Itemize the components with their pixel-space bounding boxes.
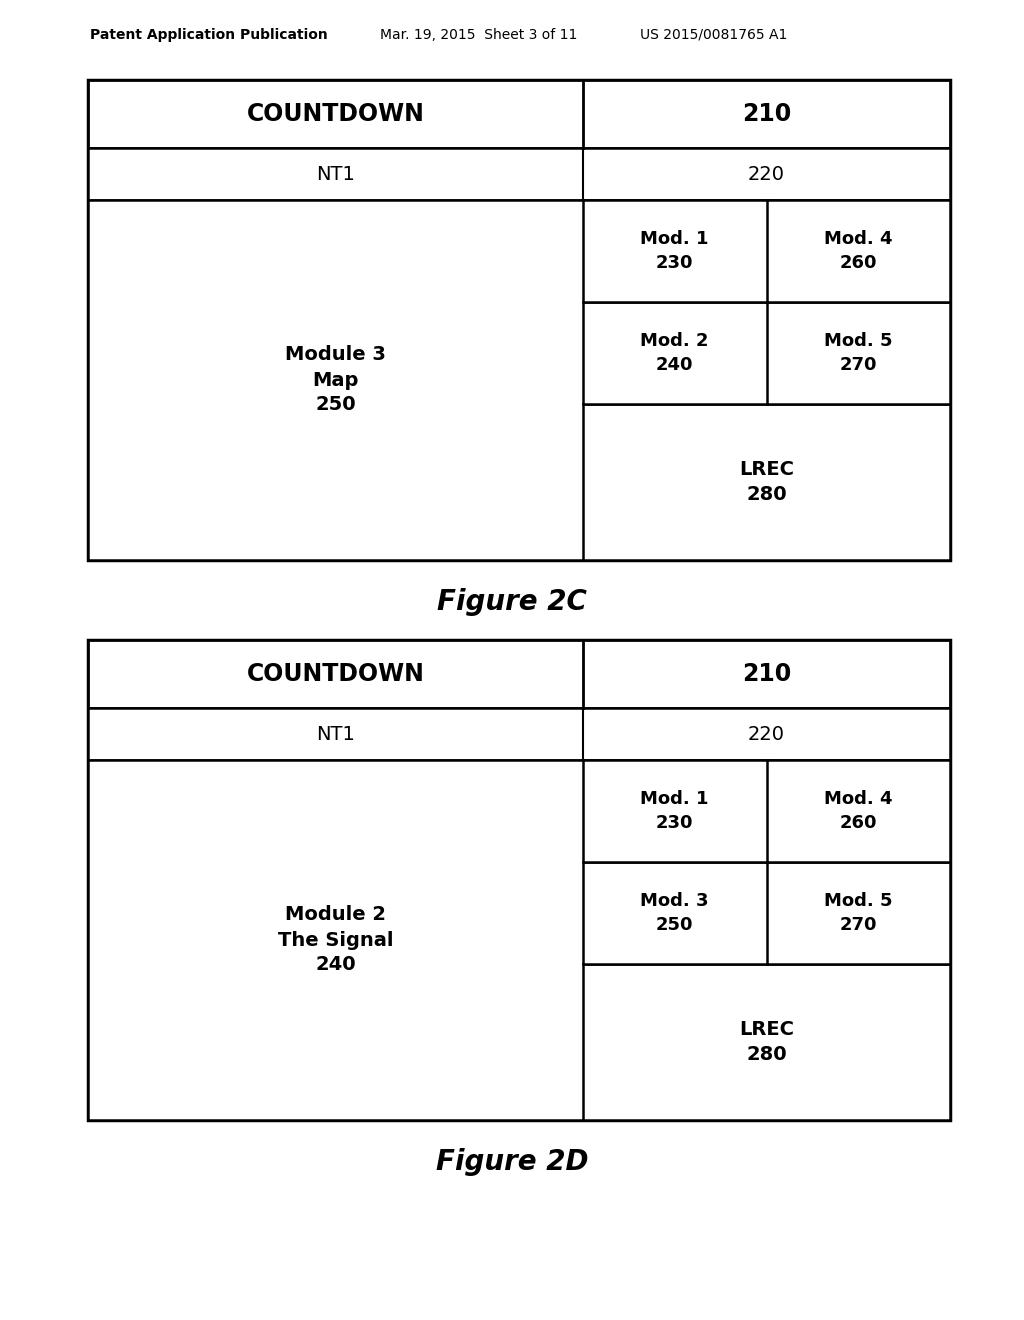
Text: Figure 2C: Figure 2C xyxy=(437,587,587,616)
Text: 220: 220 xyxy=(748,725,785,743)
Text: Mod. 4
260: Mod. 4 260 xyxy=(824,230,893,272)
Bar xyxy=(88,640,950,1119)
Text: Mod. 1
230: Mod. 1 230 xyxy=(640,791,709,832)
Bar xyxy=(88,148,950,201)
Text: COUNTDOWN: COUNTDOWN xyxy=(247,102,424,125)
Bar xyxy=(88,201,950,560)
Text: 220: 220 xyxy=(748,165,785,183)
Bar xyxy=(88,640,950,708)
Text: Mod. 5
270: Mod. 5 270 xyxy=(824,333,893,374)
Bar xyxy=(583,201,950,302)
Text: COUNTDOWN: COUNTDOWN xyxy=(247,663,424,686)
Bar xyxy=(583,760,950,862)
Text: 210: 210 xyxy=(741,663,792,686)
Text: Figure 2D: Figure 2D xyxy=(436,1148,588,1176)
Text: NT1: NT1 xyxy=(316,165,355,183)
Text: Mod. 5
270: Mod. 5 270 xyxy=(824,892,893,933)
Text: US 2015/0081765 A1: US 2015/0081765 A1 xyxy=(640,28,787,42)
Text: Mod. 2
240: Mod. 2 240 xyxy=(640,333,709,374)
Text: Mod. 1
230: Mod. 1 230 xyxy=(640,230,709,272)
Bar xyxy=(583,404,950,560)
Text: Mod. 3
250: Mod. 3 250 xyxy=(640,892,709,933)
Bar xyxy=(88,760,950,1119)
Text: Module 3
Map
250: Module 3 Map 250 xyxy=(285,346,386,414)
Bar xyxy=(583,964,950,1119)
Text: LREC
280: LREC 280 xyxy=(739,1020,794,1064)
Bar xyxy=(88,81,950,560)
Text: Patent Application Publication: Patent Application Publication xyxy=(90,28,328,42)
Text: LREC
280: LREC 280 xyxy=(739,459,794,504)
Text: Module 2
The Signal
240: Module 2 The Signal 240 xyxy=(278,906,393,974)
Bar xyxy=(88,81,950,148)
Text: 210: 210 xyxy=(741,102,792,125)
Text: NT1: NT1 xyxy=(316,725,355,743)
Bar xyxy=(583,302,950,404)
Text: Mod. 4
260: Mod. 4 260 xyxy=(824,791,893,832)
Bar xyxy=(583,862,950,964)
Text: Mar. 19, 2015  Sheet 3 of 11: Mar. 19, 2015 Sheet 3 of 11 xyxy=(380,28,578,42)
Bar xyxy=(88,708,950,760)
